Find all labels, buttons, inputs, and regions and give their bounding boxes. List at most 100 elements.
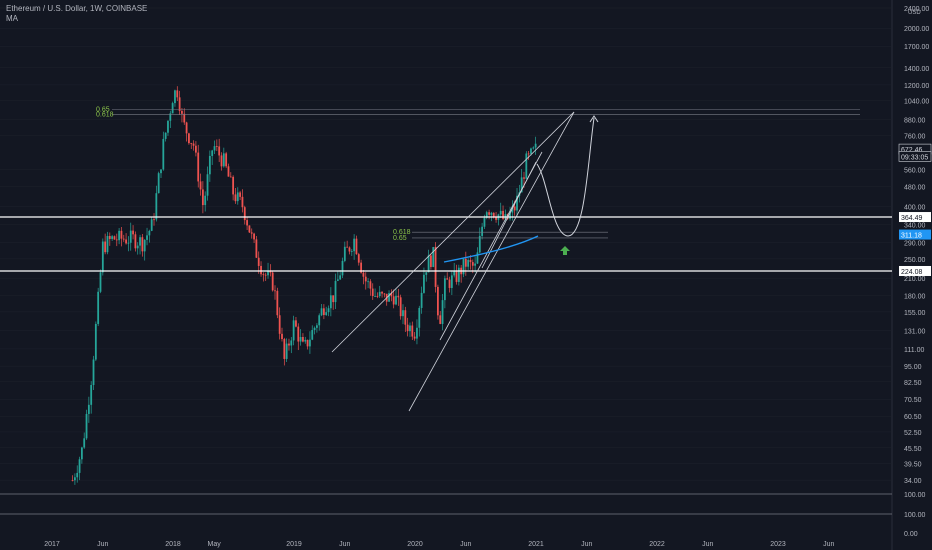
- candle-body: [208, 155, 211, 175]
- candle-body: [450, 275, 453, 288]
- candle-body: [511, 206, 514, 213]
- candle-body: [292, 320, 295, 341]
- candle-body: [320, 308, 323, 316]
- candle-body: [315, 325, 318, 328]
- indicator-label: MA: [6, 14, 18, 23]
- moving-average-curve: [443, 235, 539, 263]
- candle-body: [87, 404, 90, 414]
- candle-body: [73, 477, 76, 481]
- y-tick-label: 45.50: [904, 446, 922, 453]
- trend-line-upper: [331, 111, 575, 353]
- candle-body: [129, 230, 132, 243]
- candle-body: [492, 212, 495, 218]
- candle-body: [409, 325, 411, 332]
- y-tick-label: 155.00: [904, 310, 926, 317]
- candle-body: [122, 238, 125, 240]
- candle-body: [299, 336, 302, 342]
- candle-body: [167, 120, 169, 133]
- candle-body: [215, 146, 218, 147]
- candle-body: [106, 235, 109, 253]
- x-tick-label: Jun: [460, 541, 471, 548]
- candle-body: [199, 181, 202, 190]
- candle-body: [313, 327, 316, 331]
- candle-body: [250, 232, 253, 234]
- x-tick-label: 2017: [44, 541, 60, 548]
- candle-body: [239, 192, 242, 197]
- y-tick-label: 1040.00: [904, 99, 929, 106]
- candle-body: [276, 290, 279, 316]
- candle-body: [474, 263, 477, 266]
- candle-body: [390, 293, 393, 297]
- candle-body: [197, 152, 200, 182]
- candle-body: [418, 307, 421, 328]
- candle-body: [288, 343, 290, 346]
- candle-body: [290, 340, 293, 346]
- candle-body: [436, 286, 439, 316]
- candle-body: [406, 324, 409, 332]
- price-badge: [898, 151, 932, 162]
- price-badge-label: 09:33:05: [901, 154, 928, 161]
- y-tick-label: 82.50: [904, 380, 922, 387]
- x-tick-label: 2019: [286, 541, 302, 548]
- candle-body: [213, 146, 216, 151]
- sub-pane-tick: 100.00: [904, 512, 926, 519]
- candle-body: [132, 230, 134, 235]
- candle-body: [267, 271, 269, 276]
- candle-body: [346, 246, 349, 248]
- candle-body: [118, 230, 121, 241]
- candle-body: [185, 122, 188, 134]
- candle-body: [201, 189, 204, 206]
- candle-body: [343, 246, 346, 261]
- candle-body: [322, 308, 325, 316]
- candle-body: [92, 359, 95, 386]
- candle-body: [222, 153, 225, 167]
- candle-body: [448, 279, 451, 288]
- y-unit-label: USD: [908, 10, 921, 16]
- candle-body: [136, 245, 139, 249]
- candle-body: [350, 251, 353, 253]
- candle-body: [467, 259, 470, 267]
- candle-body: [532, 147, 535, 149]
- candle-body: [476, 252, 479, 264]
- candle-body: [376, 295, 379, 297]
- candle-body: [153, 219, 155, 221]
- y-tick-label: 1700.00: [904, 44, 929, 51]
- candle-body: [490, 212, 493, 215]
- candle-body: [248, 225, 251, 233]
- x-tick-label: Jun: [702, 541, 713, 548]
- candle-body: [420, 292, 423, 308]
- y-tick-label: 111.00: [904, 347, 924, 354]
- chart-legend: Ethereum / U.S. Dollar, 1W, COINBASE MA: [6, 4, 147, 24]
- candle-body: [188, 133, 190, 144]
- sub-pane-tick: 100.00: [904, 492, 926, 499]
- x-tick-label: Jun: [581, 541, 592, 548]
- candle-body: [488, 212, 490, 215]
- candle-body: [371, 288, 374, 297]
- candle-body: [374, 295, 376, 297]
- candle-body: [427, 255, 430, 273]
- candle-body: [513, 206, 516, 211]
- candle-body: [85, 413, 88, 439]
- x-tick-label: 2022: [649, 541, 665, 548]
- candle-body: [278, 315, 281, 334]
- candle-body: [469, 259, 472, 263]
- candle-body: [174, 90, 176, 104]
- y-tick-label: 290.00: [904, 240, 926, 247]
- candle-body: [283, 339, 286, 359]
- candle-body: [509, 212, 511, 219]
- candle-body: [143, 239, 146, 252]
- candle-body: [125, 239, 127, 244]
- candle-body: [520, 177, 523, 193]
- y-tick-label: 95.00: [904, 364, 922, 371]
- candle-body: [204, 195, 207, 206]
- candle-body: [80, 447, 83, 460]
- y-tick-label: 70.50: [904, 397, 922, 404]
- candle-body: [413, 336, 416, 339]
- candle-body: [404, 310, 407, 325]
- candle-body: [327, 308, 330, 313]
- candle-body: [534, 143, 537, 148]
- candle-body: [388, 293, 390, 302]
- candle-body: [439, 315, 442, 324]
